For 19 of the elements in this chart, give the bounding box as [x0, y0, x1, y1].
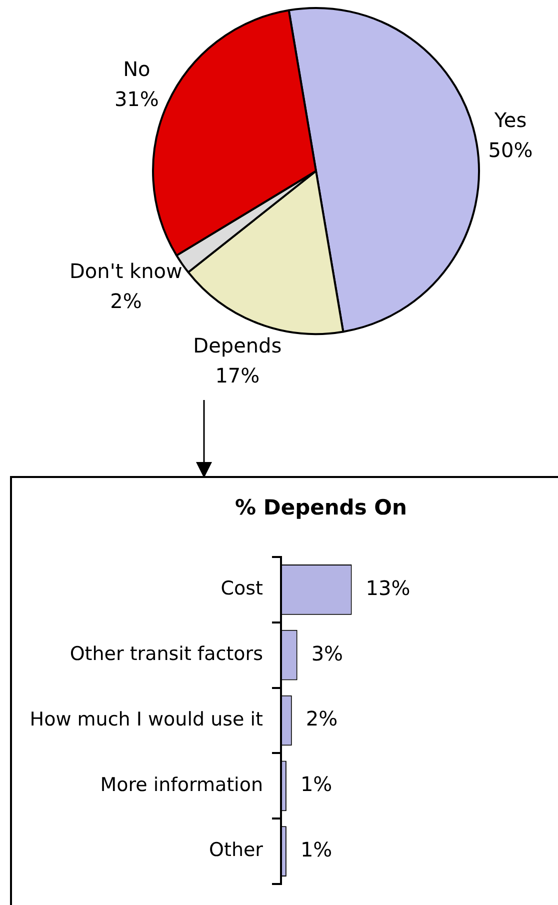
slice-label: Yes — [493, 108, 527, 132]
data-label: 1% — [300, 772, 332, 796]
y-tick-label: More information — [100, 774, 263, 796]
data-label: 3% — [311, 641, 344, 666]
slice-label: No — [123, 56, 150, 81]
y-tick-label: Cost — [220, 578, 263, 600]
slice-label: Depends — [193, 334, 282, 358]
data-label: 2% — [110, 289, 142, 314]
slice-label: Don't know — [70, 259, 182, 284]
data-label: 50% — [488, 138, 533, 162]
y-tick-label: Other transit factors — [70, 643, 263, 666]
data-label: 17% — [215, 364, 260, 388]
data-label: 2% — [306, 706, 338, 731]
y-tick-label: How much I would use it — [30, 708, 263, 730]
y-tick-label: Other — [209, 839, 264, 862]
data-label: 31% — [114, 86, 159, 111]
data-label: 1% — [300, 838, 332, 862]
chart-title: % Depends On — [235, 495, 407, 520]
data-label: 13% — [366, 576, 410, 600]
